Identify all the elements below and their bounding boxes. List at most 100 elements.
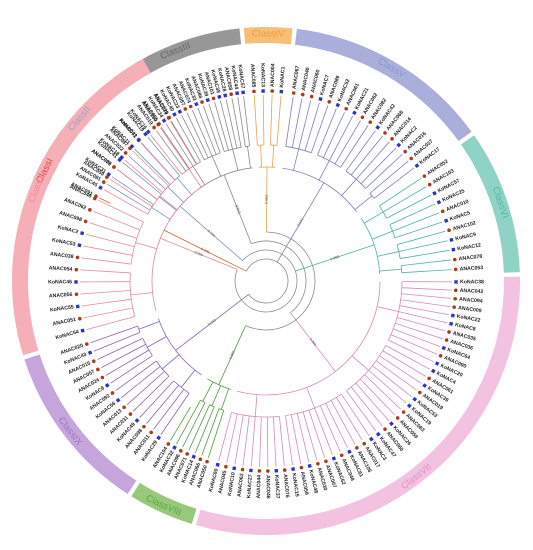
terminal-branch bbox=[170, 120, 187, 147]
terminal-branch bbox=[120, 384, 138, 399]
internal-branch bbox=[302, 411, 312, 440]
internal-branch bbox=[395, 322, 415, 330]
terminal-branch bbox=[218, 449, 223, 461]
terminal-branch bbox=[357, 130, 376, 156]
internal-branch bbox=[238, 415, 244, 444]
arabidopsis-marker bbox=[100, 375, 105, 380]
arabidopsis-marker bbox=[270, 89, 275, 93]
arabidopsis-marker bbox=[266, 469, 270, 473]
kandelia-marker bbox=[432, 190, 437, 196]
arabidopsis-marker bbox=[152, 125, 156, 130]
arabidopsis-marker bbox=[123, 151, 128, 155]
leaf-label: ANAC053 bbox=[459, 265, 483, 272]
internal-branch bbox=[142, 200, 153, 207]
kandelia-marker bbox=[430, 368, 436, 374]
kandelia-marker bbox=[87, 350, 93, 355]
terminal-branch bbox=[225, 99, 233, 129]
arabidopsis-marker bbox=[110, 391, 115, 395]
internal-branch bbox=[202, 381, 214, 402]
kandelia-marker bbox=[134, 418, 140, 423]
arabidopsis-marker bbox=[327, 100, 332, 104]
arabidopsis-marker bbox=[112, 165, 116, 169]
internal-branch bbox=[323, 155, 325, 158]
leaf-label: KoNAC46 bbox=[48, 279, 72, 285]
internal-branch bbox=[379, 268, 402, 272]
terminal-branch bbox=[214, 102, 226, 140]
clade-arc-classx bbox=[151, 182, 208, 311]
internal-branch bbox=[190, 133, 205, 160]
support-value: 0.193 bbox=[200, 247, 210, 255]
terminal-branch bbox=[292, 98, 303, 146]
internal-branch bbox=[221, 412, 232, 450]
arabidopsis-marker bbox=[453, 288, 458, 293]
arabidopsis-marker bbox=[316, 461, 320, 466]
terminal-branch bbox=[324, 108, 337, 137]
arabidopsis-marker bbox=[91, 359, 96, 363]
leaf-label: ANAC060 bbox=[310, 69, 322, 94]
terminal-branch bbox=[106, 183, 141, 205]
internal-branch bbox=[102, 298, 132, 304]
terminal-branch bbox=[309, 411, 326, 458]
internal-branch bbox=[180, 369, 196, 388]
arabidopsis-marker bbox=[440, 209, 445, 214]
terminal-branch bbox=[81, 302, 103, 307]
internal-branch bbox=[355, 157, 376, 180]
arabidopsis-marker bbox=[403, 149, 407, 154]
terminal-branch bbox=[243, 96, 249, 136]
leaf-label: KoNAC1 bbox=[279, 66, 287, 88]
arabidopsis-marker bbox=[390, 137, 394, 141]
internal-branch bbox=[200, 404, 210, 424]
internal-branch bbox=[379, 184, 412, 207]
clade-stem-classix bbox=[175, 294, 249, 351]
terminal-branch bbox=[378, 388, 402, 410]
leaf-label: ANAC046 bbox=[265, 475, 271, 499]
tree-leaves: ANAC091ANAC081KoNAC31ANAC002KoNAC41ANAC0… bbox=[48, 63, 484, 499]
terminal-branch bbox=[430, 221, 443, 227]
leaf-label: ANAC085 bbox=[249, 64, 256, 88]
arabidopsis-marker bbox=[166, 116, 171, 120]
terminal-branch bbox=[310, 439, 318, 461]
internal-branch bbox=[304, 140, 309, 151]
internal-branch bbox=[330, 400, 346, 427]
terminal-branch bbox=[208, 103, 216, 125]
terminal-branch bbox=[110, 376, 121, 384]
terminal-branch bbox=[396, 394, 407, 404]
leaf-label: ANAC054 bbox=[49, 265, 73, 272]
internal-branch bbox=[341, 393, 353, 412]
internal-branch bbox=[116, 338, 143, 352]
internal-branch bbox=[137, 366, 161, 385]
internal-branch bbox=[203, 402, 206, 405]
clade-stem-classvi bbox=[295, 244, 375, 272]
leaf-label: KoNAC38 bbox=[209, 69, 221, 94]
arabidopsis-marker bbox=[444, 338, 449, 342]
internal-branch bbox=[392, 226, 403, 232]
leaf-label: ANAC042 bbox=[460, 288, 484, 295]
kandelia-marker bbox=[98, 185, 103, 190]
internal-branch bbox=[159, 195, 178, 211]
internal-branch bbox=[396, 317, 434, 329]
internal-branch bbox=[335, 397, 338, 400]
leaf-label: KoNAC5 bbox=[449, 210, 471, 222]
internal-branch bbox=[379, 355, 382, 358]
internal-branch bbox=[388, 339, 399, 346]
kandelia-marker bbox=[274, 468, 279, 473]
leaf-label: KoNAC54 bbox=[55, 329, 80, 341]
support-value: 0.865 bbox=[228, 350, 235, 360]
ring-segment-classv bbox=[294, 28, 472, 142]
terminal-branch bbox=[176, 425, 187, 445]
terminal-branch bbox=[357, 395, 383, 427]
arabidopsis-marker bbox=[422, 174, 427, 178]
internal-branch bbox=[123, 243, 135, 248]
terminal-branch bbox=[337, 398, 363, 441]
kandelia-marker bbox=[414, 163, 420, 169]
internal-branch bbox=[401, 293, 422, 296]
internal-branch bbox=[393, 328, 396, 331]
class-ring bbox=[12, 27, 520, 535]
arabidopsis-marker bbox=[324, 459, 328, 464]
internal-branch bbox=[296, 413, 301, 425]
arabidopsis-marker bbox=[257, 469, 262, 473]
internal-branch bbox=[103, 249, 133, 256]
terminal-branch bbox=[352, 410, 370, 437]
internal-branch bbox=[214, 408, 220, 420]
internal-branch bbox=[306, 387, 315, 409]
